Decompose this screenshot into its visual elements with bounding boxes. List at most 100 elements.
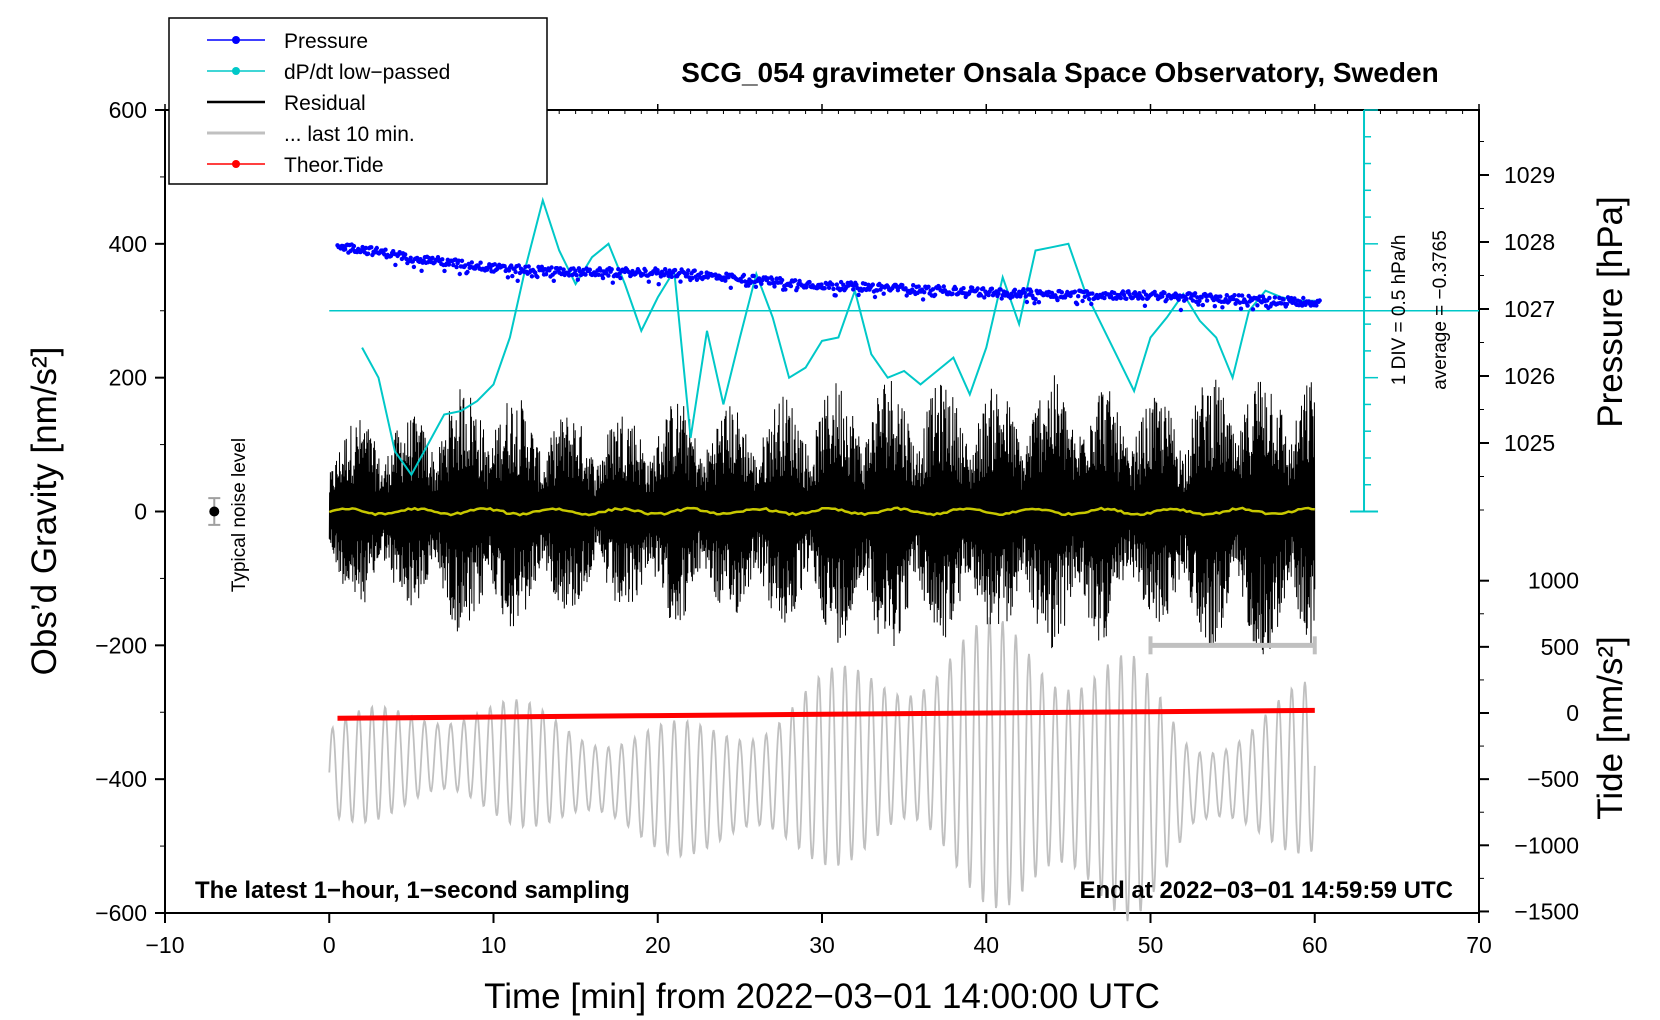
- pressure-point: [767, 281, 773, 286]
- pressure-point: [916, 284, 921, 289]
- pressure-point: [573, 268, 578, 273]
- pressure-point: [1102, 295, 1107, 301]
- pressure-point: [342, 247, 348, 252]
- pressure-point: [606, 273, 611, 278]
- pressure-point: [667, 268, 672, 273]
- pressure-point: [694, 277, 700, 282]
- pressure-point: [1314, 303, 1319, 308]
- pressure-point: [822, 286, 827, 291]
- pressure-point: [583, 272, 588, 277]
- pressure-point: [515, 278, 520, 283]
- tide-tick-label: 1000: [1528, 568, 1579, 594]
- pressure-point: [982, 295, 987, 300]
- pressure-point: [1160, 294, 1165, 299]
- tide-tick-label: 500: [1541, 634, 1579, 660]
- pressure-point: [1284, 302, 1290, 307]
- pressure-point: [998, 287, 1003, 292]
- pressure-point: [1036, 300, 1042, 305]
- pressure-point: [574, 273, 579, 278]
- pressure-tick-label: 1028: [1504, 229, 1555, 255]
- pressure-point: [1245, 303, 1250, 308]
- legend-marker-tide: [232, 160, 240, 168]
- pressure-point: [1301, 295, 1306, 301]
- pressure-point: [1152, 289, 1157, 295]
- pressure-point: [953, 286, 959, 292]
- pressure-point: [1086, 296, 1092, 302]
- pressure-point: [457, 271, 462, 277]
- legend-label-residual: Residual: [284, 92, 366, 115]
- pressure-tick-label: 1025: [1504, 430, 1555, 456]
- pressure-point: [841, 282, 846, 287]
- pressure-tick-label: 1026: [1504, 363, 1555, 389]
- pressure-point: [463, 263, 468, 268]
- pressure-point: [1049, 290, 1055, 296]
- pressure-point: [1121, 292, 1127, 298]
- pressure-point: [1032, 301, 1037, 306]
- pressure-point: [535, 274, 540, 280]
- pressure-point: [408, 255, 413, 260]
- pressure-point: [851, 287, 856, 292]
- pressure-point: [643, 268, 648, 274]
- pressure-point: [699, 270, 704, 275]
- pressure-point: [1068, 293, 1073, 299]
- series-residual-lowpassed: [328, 506, 1315, 517]
- pressure-point: [672, 267, 678, 273]
- pressure-point: [655, 268, 660, 273]
- pressure-point: [641, 272, 646, 277]
- pressure-point: [1082, 294, 1088, 299]
- pressure-point: [411, 264, 417, 270]
- pressure-point: [1023, 294, 1028, 299]
- pressure-point: [904, 293, 909, 298]
- pressure-point: [1010, 294, 1015, 299]
- pressure-point: [581, 267, 586, 273]
- pressure-point: [1012, 287, 1018, 292]
- pressure-point: [911, 283, 916, 288]
- pressure-point: [1162, 290, 1167, 296]
- pressure-point: [663, 267, 668, 272]
- note-latest-hour: The latest 1−hour, 1−second sampling: [195, 877, 630, 904]
- x-tick-label: 50: [1138, 932, 1164, 958]
- pressure-tick-label: 1029: [1504, 162, 1555, 188]
- pressure-point: [492, 262, 497, 267]
- pressure-point: [552, 270, 558, 275]
- pressure-point: [1272, 295, 1278, 300]
- pressure-point: [393, 262, 398, 268]
- y-tick-label: −600: [95, 900, 147, 926]
- pressure-point: [788, 283, 794, 289]
- pressure-point: [442, 268, 447, 274]
- pressure-point: [529, 274, 535, 279]
- pressure-point: [1021, 287, 1026, 292]
- pressure-point: [363, 245, 369, 251]
- y-axis-title-pressure: Pressure [hPa]: [1591, 196, 1630, 428]
- pressure-point: [609, 267, 614, 272]
- pressure-point: [677, 270, 682, 276]
- pressure-point: [1184, 296, 1189, 302]
- pressure-point: [981, 286, 986, 291]
- pressure-point: [351, 243, 357, 249]
- pressure-point: [961, 286, 966, 291]
- x-tick-label: 30: [809, 932, 835, 958]
- pressure-point: [502, 264, 507, 269]
- pressure-point: [793, 278, 798, 283]
- pressure-point: [1224, 293, 1230, 298]
- pressure-point: [759, 281, 764, 286]
- pressure-point: [783, 287, 788, 292]
- pressure-point: [774, 276, 779, 281]
- pressure-point: [610, 280, 615, 285]
- pressure-point: [881, 291, 886, 296]
- pressure-point: [932, 292, 938, 297]
- pressure-point: [739, 279, 744, 284]
- pressure-point: [753, 284, 759, 289]
- pressure-point: [978, 293, 984, 298]
- pressure-point: [616, 267, 621, 272]
- pressure-point: [539, 264, 544, 269]
- pressure-point: [1237, 300, 1243, 305]
- pressure-point: [646, 279, 651, 284]
- pressure-point: [1192, 291, 1198, 296]
- pressure-point: [340, 243, 346, 249]
- pressure-point: [996, 291, 1001, 296]
- pressure-point: [1317, 298, 1322, 303]
- x-axis-title: Time [min] from 2022−03−01 14:00:00 UTC: [484, 977, 1160, 1016]
- pressure-point: [516, 263, 521, 268]
